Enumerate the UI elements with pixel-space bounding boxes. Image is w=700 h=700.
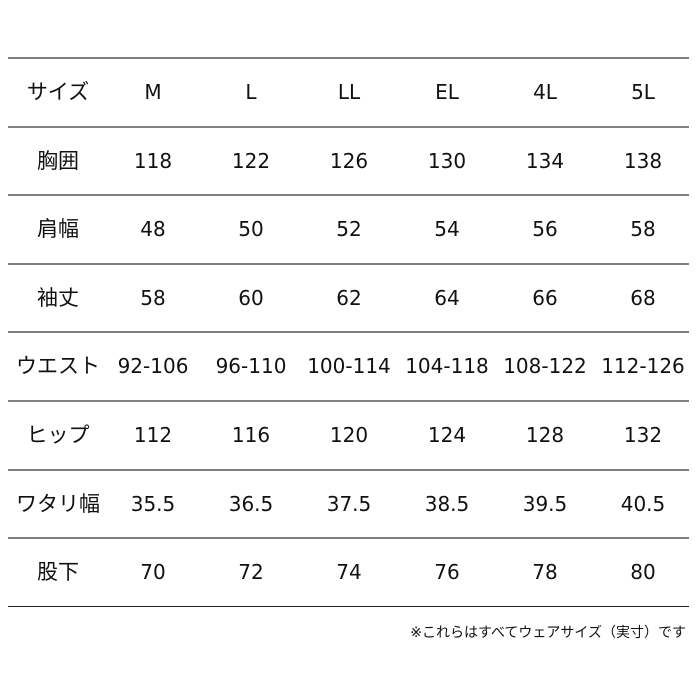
table-cell: 66: [532, 285, 558, 310]
row-label: ウエスト: [16, 354, 100, 379]
table-cell: 128: [525, 423, 565, 447]
table-cell: 76: [434, 560, 460, 585]
row-divider: [8, 262, 689, 265]
footnote: ※これらはすべてウェアサイズ（実寸）です: [410, 625, 686, 641]
table-cell: 132: [623, 423, 663, 447]
table-cell: 36.5: [228, 491, 274, 516]
table-cell: 70: [140, 560, 166, 585]
row-divider: [8, 400, 689, 402]
table-row: ワタリ幅 35.5 36.5 37.5 38.5 39.5 40.5: [0, 470, 700, 538]
table-cell: 52: [336, 217, 362, 242]
table-cell: 64: [434, 285, 460, 310]
table-cell: 58: [140, 285, 166, 310]
table-cell: 40.5: [620, 491, 666, 516]
table-row: 胸囲 118 122 126 130 134 138: [0, 127, 700, 195]
table-cell: 134: [525, 148, 565, 173]
table-cell: 100-114: [307, 354, 391, 379]
row-label: 袖丈: [37, 285, 79, 310]
table-cell: 78: [532, 560, 558, 585]
row-label: ヒップ: [26, 423, 90, 447]
header-row: サイズ M L LL EL 4L 5L: [0, 58, 700, 126]
table-cell: 39.5: [522, 491, 568, 516]
row-divider: [8, 605, 689, 607]
row-label: 股下: [37, 560, 79, 585]
table-cell: 104-118: [405, 354, 489, 379]
table-row: 股下 70 72 74 76 78 80: [0, 538, 700, 606]
table-cell: 68: [630, 285, 656, 310]
table-cell: 108-122: [503, 354, 587, 379]
row-divider: [8, 194, 689, 197]
table-cell: 4L: [533, 80, 557, 104]
row-divider: [8, 57, 689, 59]
table-cell: LL: [337, 80, 361, 104]
table-cell: 80: [630, 560, 656, 585]
row-label: 胸囲: [37, 148, 79, 173]
table-cell: 116: [231, 423, 271, 447]
table-cell: M: [144, 80, 162, 104]
table-cell: 96-110: [215, 354, 287, 379]
row-divider: [8, 468, 689, 471]
table-cell: 50: [238, 217, 264, 242]
table-cell: 124: [427, 423, 467, 447]
table-cell: 48: [140, 217, 166, 242]
table-cell: 118: [133, 148, 173, 173]
table-row: ウエスト 92-106 96-110 100-114 104-118 108-122 112…: [0, 332, 700, 400]
row-label: ワタリ幅: [16, 491, 100, 516]
table-cell: 74: [336, 560, 362, 585]
table-cell: 5L: [631, 80, 655, 104]
table-cell: 62: [336, 285, 362, 310]
table-cell: 56: [532, 217, 558, 242]
row-label: 肩幅: [37, 217, 79, 242]
table-cell: 130: [427, 148, 467, 173]
table-cell: 112: [133, 423, 173, 447]
table-cell: 126: [329, 148, 369, 173]
table-row: ヒップ 112 116 120 124 128 132: [0, 401, 700, 469]
table-cell: 60: [238, 285, 264, 310]
row-divider: [8, 125, 689, 128]
table-cell: L: [245, 80, 257, 104]
table-cell: 38.5: [424, 491, 470, 516]
row-divider: [8, 537, 689, 540]
table-row: 袖丈 58 60 62 64 66 68: [0, 264, 700, 332]
table-cell: 35.5: [130, 491, 176, 516]
table-cell: 92-106: [117, 354, 189, 379]
table-cell: EL: [435, 80, 459, 104]
row-divider: [8, 331, 689, 334]
table-cell: 120: [329, 423, 369, 447]
table-cell: 58: [630, 217, 656, 242]
table-cell: 37.5: [326, 491, 372, 516]
table-cell: 54: [434, 217, 460, 242]
table-cell: 122: [231, 148, 271, 173]
table-row: 肩幅 48 50 52 54 56 58: [0, 195, 700, 263]
table-cell: 72: [238, 560, 264, 585]
table-cell: 138: [623, 148, 663, 173]
row-label: サイズ: [26, 80, 90, 104]
table-cell: 112-126: [601, 354, 685, 379]
